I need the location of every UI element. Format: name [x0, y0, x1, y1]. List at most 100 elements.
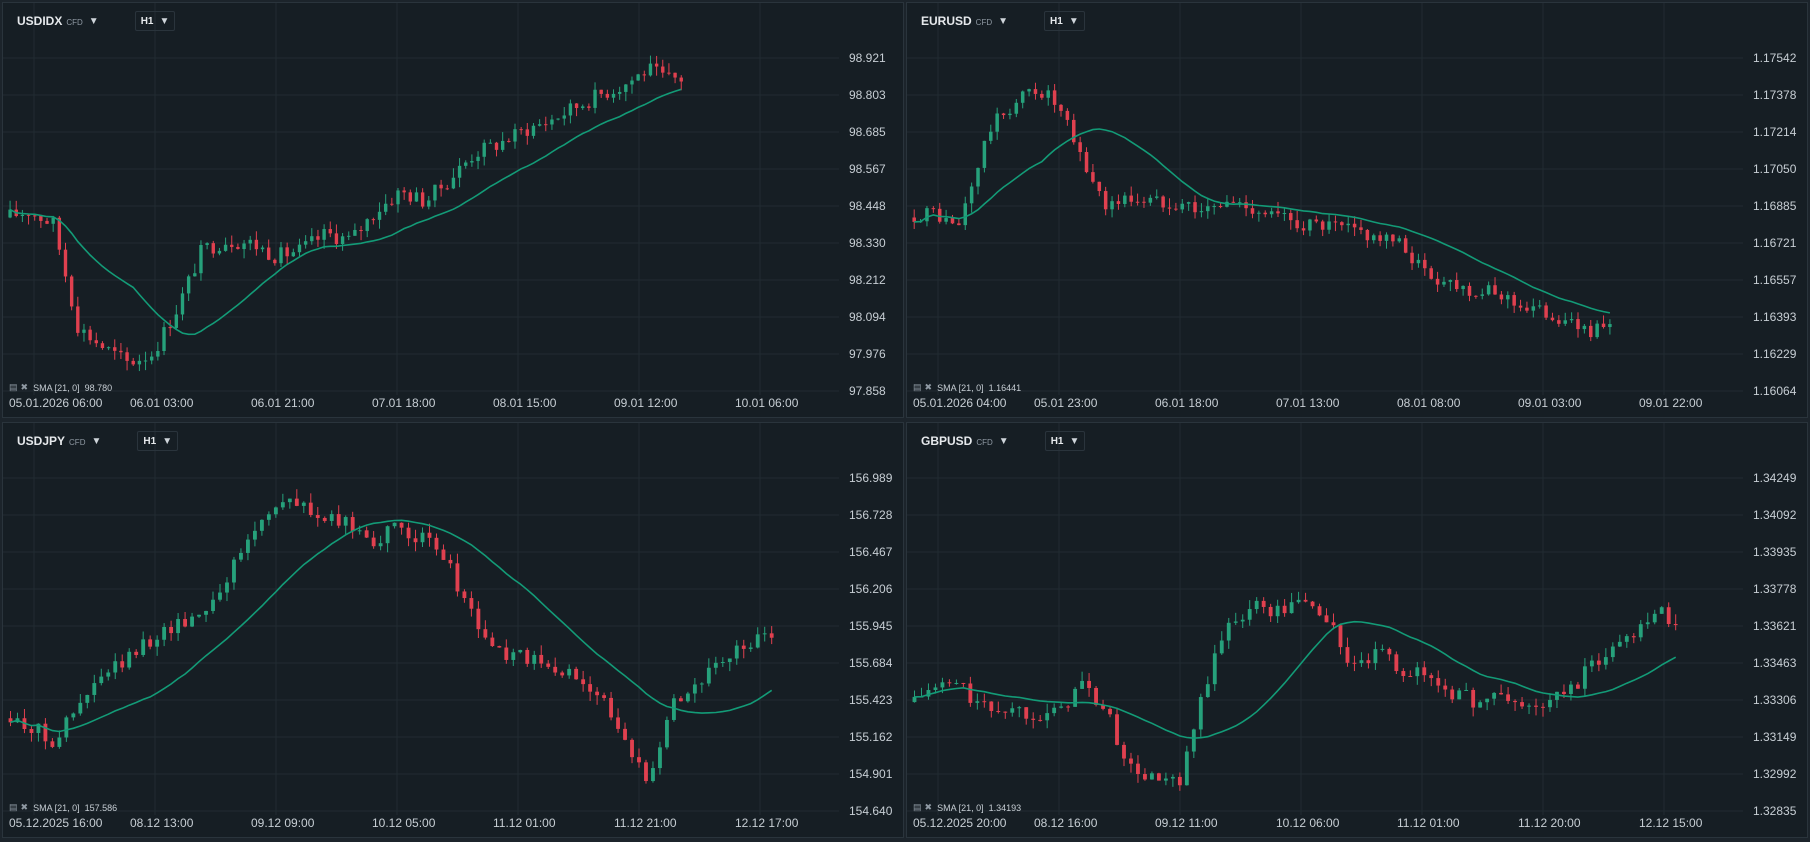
- candle: [225, 577, 229, 602]
- candle: [1436, 670, 1441, 693]
- chart-panel-usdjpy[interactable]: USDJPY CFD ▼ H1 ▼ 156.989 156.728 156.467 1…: [2, 422, 904, 838]
- candle: [1589, 655, 1594, 673]
- candle: [427, 523, 432, 547]
- timeframe-select[interactable]: H1 ▼: [1044, 11, 1085, 31]
- candle: [427, 195, 431, 210]
- chevron-down-icon[interactable]: ▼: [91, 435, 102, 447]
- bars-icon[interactable]: ▤: [913, 802, 922, 812]
- candle: [1582, 324, 1587, 334]
- candle: [605, 89, 610, 101]
- chart-panel-gbpusd[interactable]: GBPUSD CFD ▼ H1 ▼ 1.34249 1.34092 1.33935 1…: [906, 422, 1808, 838]
- candle: [1244, 195, 1248, 217]
- symbol-label[interactable]: USDIDX: [17, 14, 63, 28]
- candle: [248, 235, 252, 251]
- close-icon[interactable]: ✖: [20, 802, 29, 812]
- symbol-label[interactable]: GBPUSD: [921, 434, 973, 448]
- candle: [1617, 634, 1622, 648]
- chevron-down-icon[interactable]: ▼: [998, 15, 1009, 27]
- timeframe-select[interactable]: H1 ▼: [134, 11, 176, 31]
- bars-icon[interactable]: ▤: [9, 802, 18, 812]
- candle: [57, 215, 62, 256]
- candle: [20, 209, 25, 223]
- price-chart[interactable]: 156.989 156.728 156.467 156.206 155.945 155.6…: [3, 423, 904, 838]
- candle: [441, 544, 446, 560]
- chevron-down-icon[interactable]: ▼: [998, 435, 1009, 447]
- timeframe-select[interactable]: H1 ▼: [1044, 431, 1086, 451]
- candle: [439, 179, 443, 197]
- symbol-label[interactable]: USDJPY: [17, 434, 66, 448]
- candle: [1423, 253, 1427, 276]
- candle: [1052, 703, 1057, 717]
- candle: [1129, 186, 1133, 207]
- candle: [519, 126, 523, 135]
- x-tick-label: 05.01.2026 04:00: [913, 396, 1007, 410]
- candle: [392, 522, 397, 529]
- candle: [1084, 147, 1089, 174]
- candle: [599, 89, 603, 98]
- candle: [1275, 599, 1280, 623]
- chart-panel-usdidx[interactable]: USDIDX CFD ▼ H1 ▼ 98.921 98.803 98.685 98.5…: [2, 2, 904, 418]
- candle: [1596, 653, 1601, 672]
- close-icon[interactable]: ✖: [20, 382, 29, 392]
- sma-value: 1.34193: [988, 802, 1022, 813]
- timeframe-select[interactable]: H1 ▼: [137, 431, 179, 451]
- candle: [1394, 651, 1399, 675]
- candle: [525, 123, 529, 145]
- symbol-label[interactable]: EURUSD: [921, 14, 972, 28]
- candle: [611, 89, 616, 103]
- candle: [1017, 705, 1022, 718]
- bars-icon[interactable]: ▤: [9, 382, 18, 392]
- x-tick-label: 09.12 11:00: [1155, 816, 1218, 830]
- candle: [1116, 194, 1121, 210]
- bars-icon[interactable]: ▤: [913, 382, 922, 392]
- y-tick-label: 156.467: [849, 545, 893, 559]
- candle: [29, 726, 34, 742]
- candle: [1033, 82, 1038, 100]
- candle: [969, 182, 974, 213]
- candle: [455, 553, 460, 597]
- close-icon[interactable]: ✖: [924, 802, 933, 812]
- x-tick-label: 10.12 06:00: [1276, 816, 1340, 830]
- candle: [762, 626, 767, 642]
- price-chart[interactable]: 1.17542 1.17378 1.17214 1.17050 1.16885 1.167…: [907, 3, 1808, 418]
- candle: [303, 235, 308, 249]
- candle: [1603, 648, 1608, 670]
- candle: [14, 200, 18, 218]
- candle: [69, 274, 74, 311]
- candle: [1263, 210, 1267, 218]
- close-icon[interactable]: ✖: [924, 382, 933, 392]
- candle: [413, 529, 418, 552]
- y-tick-label: 97.858: [849, 384, 886, 398]
- candle: [673, 72, 677, 84]
- chevron-down-icon: ▼: [162, 435, 173, 447]
- candle: [748, 642, 753, 652]
- panel-header: GBPUSD CFD ▼ H1 ▼: [921, 431, 1086, 451]
- y-tick-label: 98.921: [849, 51, 886, 65]
- candle: [550, 114, 554, 130]
- candle: [560, 670, 565, 678]
- candle: [1631, 633, 1636, 644]
- candle: [1352, 655, 1357, 672]
- price-chart[interactable]: 1.34249 1.34092 1.33935 1.33778 1.33621 1.334…: [907, 423, 1808, 838]
- sma-line: [914, 128, 1611, 314]
- y-tick-label: 1.33935: [1753, 545, 1797, 559]
- candle: [679, 75, 683, 91]
- candle: [420, 188, 425, 209]
- y-tick-label: 98.567: [849, 162, 886, 176]
- candle: [1170, 774, 1175, 787]
- chevron-down-icon: ▼: [1069, 435, 1080, 447]
- chevron-down-icon[interactable]: ▼: [88, 15, 99, 27]
- candle: [199, 240, 203, 281]
- candle: [581, 104, 585, 110]
- candle: [445, 184, 449, 191]
- x-tick-label: 09.12 09:00: [251, 816, 315, 830]
- candle: [1471, 687, 1476, 717]
- candle: [511, 648, 516, 666]
- candle: [204, 610, 208, 622]
- candle: [1380, 644, 1385, 652]
- candle: [1378, 231, 1382, 247]
- candle: [1415, 661, 1420, 685]
- candle: [1576, 312, 1580, 338]
- chart-panel-eurusd[interactable]: EURUSD CFD ▼ H1 ▼ 1.17542 1.17378 1.17214 1…: [906, 2, 1808, 418]
- price-chart[interactable]: 98.921 98.803 98.685 98.567 98.448 98.330 98.2…: [3, 3, 904, 418]
